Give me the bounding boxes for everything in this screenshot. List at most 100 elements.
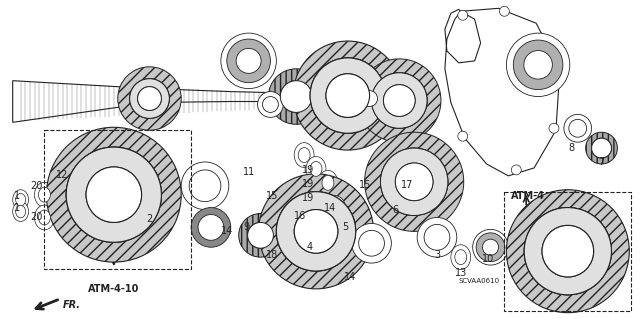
Circle shape (380, 148, 448, 216)
Text: 14: 14 (324, 203, 336, 212)
Circle shape (221, 33, 276, 89)
Circle shape (458, 10, 468, 20)
Circle shape (138, 87, 161, 110)
Ellipse shape (15, 193, 26, 206)
Ellipse shape (310, 161, 322, 176)
Wedge shape (227, 39, 271, 83)
Circle shape (506, 33, 570, 97)
Text: ATM-4: ATM-4 (511, 191, 545, 201)
Text: 13: 13 (454, 268, 467, 278)
Wedge shape (372, 73, 427, 128)
Wedge shape (524, 208, 611, 295)
Text: 4: 4 (307, 242, 313, 252)
Wedge shape (513, 40, 563, 90)
Circle shape (319, 190, 351, 221)
Circle shape (552, 235, 584, 267)
Circle shape (383, 85, 415, 116)
Circle shape (524, 208, 611, 295)
Circle shape (549, 123, 559, 133)
Text: 5: 5 (342, 222, 349, 233)
Circle shape (424, 225, 450, 250)
Text: 1: 1 (13, 203, 20, 212)
Text: 2: 2 (147, 214, 152, 225)
Circle shape (326, 74, 369, 117)
Wedge shape (358, 59, 441, 142)
Circle shape (280, 81, 312, 112)
Circle shape (569, 119, 587, 137)
Ellipse shape (13, 202, 29, 221)
Circle shape (591, 138, 611, 158)
Ellipse shape (38, 210, 51, 225)
Circle shape (326, 74, 369, 117)
Circle shape (542, 226, 593, 277)
Text: 7: 7 (598, 157, 605, 167)
Circle shape (396, 163, 433, 201)
Circle shape (362, 91, 378, 107)
Circle shape (334, 82, 362, 109)
Text: 19: 19 (302, 165, 314, 175)
Wedge shape (310, 58, 385, 133)
Text: 1: 1 (13, 191, 20, 201)
Circle shape (549, 58, 559, 68)
Circle shape (483, 239, 499, 255)
Wedge shape (259, 174, 374, 289)
Circle shape (130, 79, 170, 118)
Wedge shape (293, 41, 403, 150)
Wedge shape (47, 127, 181, 262)
Ellipse shape (306, 157, 326, 181)
Circle shape (352, 223, 392, 263)
Circle shape (189, 170, 221, 202)
Circle shape (564, 115, 591, 142)
Text: 11: 11 (243, 167, 255, 177)
Text: 3: 3 (434, 250, 440, 260)
Circle shape (524, 50, 552, 79)
Ellipse shape (35, 205, 54, 230)
Text: 14: 14 (221, 226, 233, 236)
Circle shape (86, 167, 141, 222)
Wedge shape (130, 79, 170, 118)
Circle shape (511, 165, 521, 175)
Circle shape (417, 218, 457, 257)
Wedge shape (268, 69, 324, 124)
Wedge shape (506, 190, 629, 313)
Wedge shape (476, 233, 505, 262)
Circle shape (96, 177, 132, 212)
Circle shape (294, 210, 338, 253)
Wedge shape (66, 147, 161, 242)
Wedge shape (380, 148, 448, 216)
Wedge shape (239, 213, 282, 257)
Ellipse shape (322, 175, 334, 190)
Text: 9: 9 (244, 222, 250, 233)
Text: 19: 19 (302, 193, 314, 203)
Circle shape (86, 167, 141, 222)
Text: 18: 18 (266, 250, 278, 260)
Ellipse shape (15, 205, 26, 218)
Ellipse shape (318, 170, 338, 195)
Text: 15: 15 (266, 191, 278, 201)
Text: 17: 17 (401, 180, 413, 190)
Text: 12: 12 (56, 170, 68, 180)
Wedge shape (586, 132, 618, 164)
Ellipse shape (35, 182, 54, 207)
Text: FR.: FR. (63, 300, 81, 310)
Circle shape (66, 147, 161, 242)
Circle shape (356, 85, 383, 111)
Circle shape (181, 162, 229, 210)
Circle shape (499, 6, 509, 16)
Ellipse shape (38, 187, 51, 202)
Circle shape (276, 192, 356, 271)
Bar (504, 192, 631, 311)
Circle shape (458, 131, 468, 141)
Circle shape (542, 226, 593, 277)
Circle shape (198, 214, 224, 240)
Text: 8: 8 (569, 143, 575, 153)
Circle shape (236, 48, 261, 73)
Text: 10: 10 (483, 254, 495, 264)
Circle shape (325, 196, 345, 216)
Ellipse shape (455, 250, 467, 264)
Ellipse shape (13, 190, 29, 210)
Wedge shape (276, 192, 356, 271)
Circle shape (473, 229, 508, 265)
Bar (44, 130, 191, 269)
Ellipse shape (294, 143, 314, 167)
